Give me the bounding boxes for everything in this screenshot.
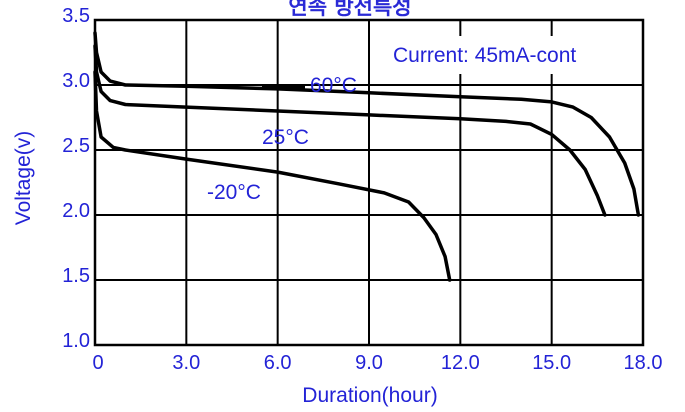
current-annotation: Current: 45mA-cont	[393, 44, 576, 67]
y-tick-label: 2.0	[62, 200, 90, 222]
y-tick-label: 3.5	[62, 5, 90, 27]
series-label-minus20c: -20°C	[207, 181, 261, 204]
annotation-box	[383, 36, 638, 74]
x-tick-label: 9.0	[355, 352, 383, 374]
series-line-60c	[93, 31, 641, 217]
series-line-minus20c	[93, 70, 452, 282]
x-axis-title: Duration(hour)	[302, 384, 437, 407]
y-axis-title: Voltage(v)	[12, 131, 35, 226]
series-label-60c: 60°C	[310, 74, 357, 97]
y-tick-label: 3.0	[62, 70, 90, 92]
x-tick-label: 6.0	[264, 352, 292, 374]
series-line-25c	[93, 44, 607, 217]
x-tick-label: 18.0	[624, 352, 663, 374]
tick-labels: 0 3.0 6.0 9.0 12.0 15.0 18.0 1.0 1.5 2.0 2.5 3.0 3.5	[62, 5, 662, 374]
series-label-25c: 25°C	[262, 126, 309, 149]
plot-frame	[93, 18, 645, 347]
x-tick-label: 15.0	[532, 352, 571, 374]
x-tick-label: 12.0	[441, 352, 480, 374]
annotation-area	[383, 36, 638, 74]
chart-title: 연속 방전특성	[288, 0, 411, 19]
y-tick-label: 1.5	[62, 265, 90, 287]
x-tick-label: 3.0	[172, 352, 200, 374]
series-lines	[93, 31, 641, 282]
y-tick-label: 2.5	[62, 135, 90, 157]
x-tick-label: 0	[92, 352, 103, 374]
y-tick-label: 1.0	[62, 330, 90, 352]
